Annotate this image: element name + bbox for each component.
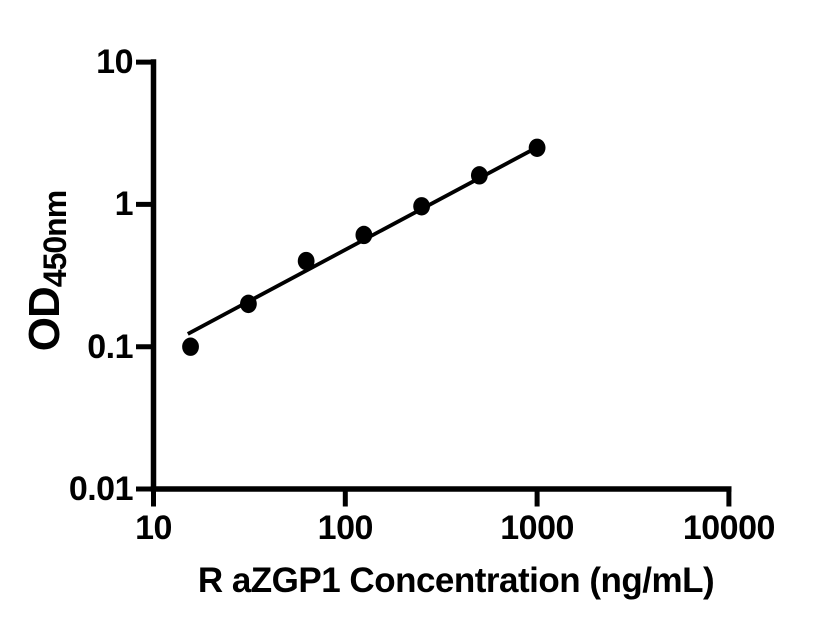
y-axis-title: OD 450nm <box>20 111 79 431</box>
y-tick-label: 0.1 <box>87 327 133 366</box>
data-point <box>182 337 199 356</box>
data-point <box>297 251 315 271</box>
data-point <box>470 166 488 185</box>
y-tick-label: 0.01 <box>68 470 134 508</box>
data-point <box>528 138 546 157</box>
data-point <box>355 225 373 245</box>
data-point <box>240 294 257 314</box>
y-axis-title-main: OD <box>20 287 69 352</box>
x-tick-label: 10 <box>135 509 172 547</box>
x-tick-label: 1000 <box>500 509 574 547</box>
x-tick-label: 10000 <box>682 509 776 547</box>
y-axis-title-sub: 450nm <box>37 190 73 288</box>
y-tick-label: 10 <box>96 43 133 82</box>
x-axis-title: R aZGP1 Concentration (ng/mL) <box>197 561 715 600</box>
data-point <box>413 197 431 216</box>
y-tick-label: 1 <box>114 185 134 224</box>
x-tick-label: 100 <box>317 509 374 547</box>
